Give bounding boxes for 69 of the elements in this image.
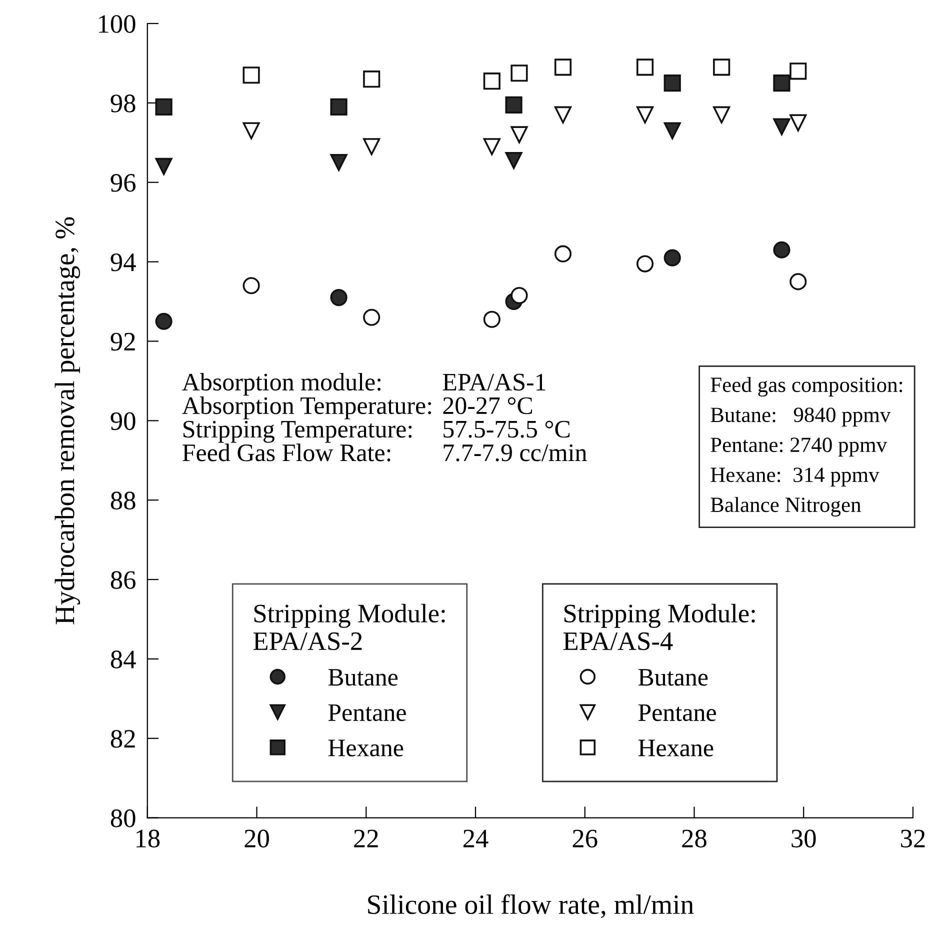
annotation: Absorption module: Absorption Temperature: Stripping Temperature: Feed Gas Flow Rate: [182, 372, 432, 462]
point [790, 62, 807, 80]
y-tick-label: 82 [110, 730, 135, 748]
point [664, 122, 681, 140]
x-tick-label: 30 [792, 830, 816, 848]
point [242, 277, 260, 294]
y-tick-label: 86 [110, 571, 136, 589]
point [790, 114, 807, 132]
point [713, 106, 730, 124]
annotation: EPA/AS-1 20-27 °C 57.5-75.5 °C 7.7-7.9 cc/min [442, 374, 587, 462]
x-tick-label: 22 [354, 830, 378, 848]
point [773, 74, 790, 92]
x-tick-label: 20 [244, 830, 269, 848]
point [773, 118, 790, 136]
legend-label: Hexane [638, 740, 714, 756]
point [483, 310, 500, 328]
x-tick-label: 26 [572, 830, 598, 848]
point [510, 126, 528, 144]
y-tick-label: 88 [110, 492, 136, 510]
point [483, 138, 500, 156]
point [242, 122, 260, 140]
point [330, 154, 348, 172]
point [554, 58, 572, 76]
x-tick-label: 32 [901, 830, 925, 848]
point [510, 287, 528, 304]
legend-label: Hexane [328, 740, 404, 756]
point [790, 273, 807, 290]
point [155, 98, 172, 116]
point [713, 58, 730, 76]
point [505, 96, 522, 114]
point [242, 66, 260, 84]
y-axis-title: Hydrocarbon removal percentage, % [54, 217, 80, 624]
point [483, 72, 500, 90]
point [636, 255, 654, 272]
text: Stripping Module: EPA/AS-4 [563, 604, 755, 650]
point [664, 74, 681, 92]
x-axis-title: Silicone oil flow rate, ml/min [368, 894, 694, 918]
point [363, 138, 380, 156]
legend-label: Pentane [328, 704, 406, 722]
y-tick-label: 84 [110, 650, 136, 668]
legend-label: Butane [638, 669, 708, 686]
point [510, 64, 528, 82]
point [330, 98, 348, 116]
point [363, 308, 380, 326]
y-tick-label: 98 [110, 94, 136, 112]
point [554, 245, 572, 262]
point [363, 70, 380, 88]
x-tick-label: 24 [463, 830, 488, 848]
y-tick-label: 94 [110, 253, 136, 272]
point [505, 152, 522, 170]
y-tick-label: 90 [110, 412, 136, 430]
legend-label: Pentane [638, 704, 716, 722]
y-tick-label: 100 [99, 15, 136, 33]
y-tick-label: 80 [110, 809, 136, 828]
point [155, 158, 172, 176]
point [330, 288, 348, 306]
point [155, 312, 172, 330]
y-tick-label: 96 [110, 174, 136, 192]
legend-label: Butane [328, 669, 398, 686]
y-tick-label: 92 [110, 332, 135, 351]
x-tick-label: 18 [136, 830, 160, 848]
text: Stripping Module: EPA/AS-2 [253, 604, 445, 650]
point [664, 249, 681, 266]
point [636, 106, 654, 124]
point [636, 58, 654, 76]
point [554, 106, 572, 124]
point [773, 241, 790, 258]
annotation: Feed gas composition: Butane: 9840 ppmv Pentane: 2740 ppmv Hexane: 314 ppmv Balance Nitrogen [710, 376, 902, 517]
x-tick-label: 28 [682, 830, 706, 848]
